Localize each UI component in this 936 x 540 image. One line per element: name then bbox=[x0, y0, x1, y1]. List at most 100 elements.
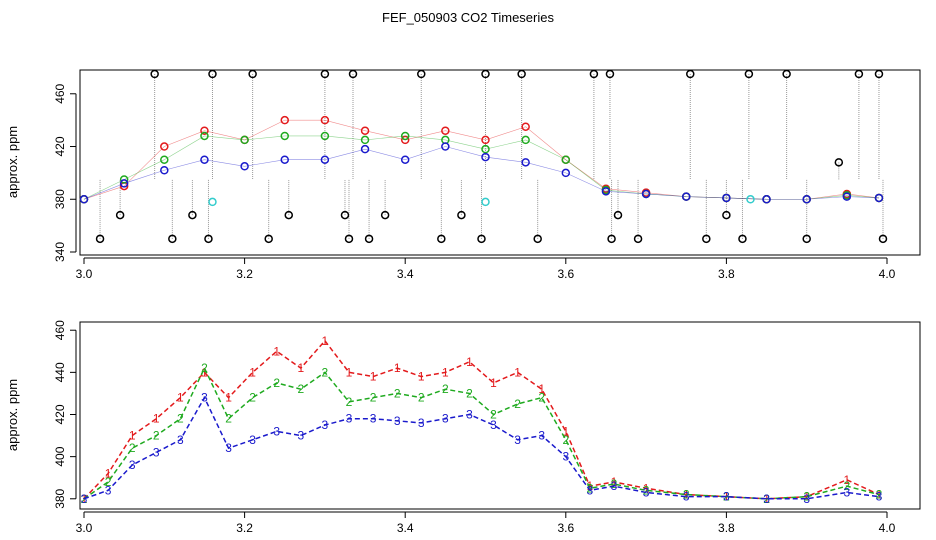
series-2-point-label: 2 bbox=[249, 391, 256, 405]
series-2-point-label: 2 bbox=[643, 483, 650, 497]
series-1-point-label: 1 bbox=[611, 475, 618, 489]
series-raw-point bbox=[437, 234, 446, 244]
series-1-point-label: 1 bbox=[844, 473, 851, 487]
series-1-point-label: 1 bbox=[514, 365, 521, 379]
series-2-point bbox=[481, 144, 490, 154]
series-3-point-label: 3 bbox=[643, 485, 650, 499]
series-1-line bbox=[83, 339, 880, 500]
series-2-point-label: 2 bbox=[129, 441, 136, 455]
series-2-point-label: 2 bbox=[538, 391, 545, 405]
series-raw-point bbox=[417, 69, 426, 79]
series-3-point-label: 3 bbox=[538, 429, 545, 443]
series-3-point-label: 3 bbox=[346, 412, 353, 426]
panel-1: 3.0 3.2 3.4 3.6 3.8 4.0 340 380 420 460 approx. … bbox=[5, 69, 921, 281]
series-2-point-label: 2 bbox=[763, 492, 770, 506]
series-3-point-label: 3 bbox=[394, 414, 401, 428]
series-raw-point bbox=[633, 234, 643, 244]
series-raw-point bbox=[517, 69, 526, 79]
series-3-point-label: 3 bbox=[249, 433, 256, 447]
series-1-point-label: 1 bbox=[249, 365, 256, 379]
series-3-point-label: 3 bbox=[683, 490, 690, 504]
series-raw-point bbox=[320, 69, 330, 79]
panel-1-y-axis-label: approx. ppm bbox=[5, 126, 20, 198]
series-3-point bbox=[320, 155, 330, 164]
series-2-point bbox=[320, 131, 330, 141]
x-tick-label: 3.6 bbox=[557, 267, 574, 281]
series-2-point-label: 2 bbox=[153, 429, 160, 443]
series-raw-point bbox=[477, 234, 486, 244]
series-3-point bbox=[481, 152, 490, 162]
series-2-trace bbox=[83, 135, 879, 200]
x-tick-label: 3.0 bbox=[76, 267, 93, 281]
series-raw-point bbox=[878, 234, 888, 244]
series-raw-point bbox=[702, 234, 711, 244]
series-1-point-label: 1 bbox=[394, 361, 401, 375]
series-1-point-label: 1 bbox=[538, 382, 545, 396]
series-3-trace bbox=[83, 146, 879, 200]
series-1-point-label: 1 bbox=[643, 481, 650, 495]
series-1-point-label: 1 bbox=[370, 370, 377, 384]
series-raw-point bbox=[589, 69, 599, 79]
series-3-line bbox=[83, 396, 880, 500]
series-2-point-label: 2 bbox=[683, 488, 690, 502]
x-tick-label: 4.0 bbox=[879, 267, 896, 281]
series-2-point-label: 2 bbox=[876, 488, 883, 502]
series-1-point bbox=[360, 126, 370, 135]
series-3-point bbox=[802, 195, 811, 204]
x-tick-label: 4.0 bbox=[879, 521, 896, 535]
series-3-point bbox=[682, 192, 691, 201]
series-1-point-label: 1 bbox=[442, 365, 449, 379]
series-1-point bbox=[521, 122, 530, 131]
panel-1-frame bbox=[79, 69, 921, 256]
series-raw-point bbox=[457, 210, 466, 220]
series-raw-point bbox=[340, 210, 350, 220]
series-1-point-label: 1 bbox=[723, 490, 730, 504]
series-2-point bbox=[200, 131, 209, 141]
series-1-point bbox=[481, 135, 490, 145]
y-tick-label: 380 bbox=[53, 189, 67, 209]
series-3-point bbox=[200, 155, 209, 164]
series-3-point bbox=[119, 179, 129, 188]
panel-2-x-axis: 3.0 3.2 3.4 3.6 3.8 4.0 bbox=[76, 511, 896, 535]
series-raw-point bbox=[802, 234, 811, 244]
series-3-point-label: 3 bbox=[876, 490, 883, 504]
series-3-point-label: 3 bbox=[81, 492, 88, 506]
series-raw-point bbox=[348, 69, 358, 79]
series-3-point bbox=[722, 193, 731, 203]
series-raw-point bbox=[284, 210, 294, 220]
x-tick-label: 3.0 bbox=[76, 521, 93, 535]
series-2-point-label: 2 bbox=[466, 386, 473, 400]
series-2-point-label: 2 bbox=[418, 391, 425, 405]
series-raw-point bbox=[150, 69, 159, 79]
series-3-point-label: 3 bbox=[105, 483, 112, 497]
series-2-point-label: 2 bbox=[611, 477, 618, 491]
series-3-point bbox=[160, 166, 169, 175]
series-3-point bbox=[762, 195, 771, 204]
series-raw-point bbox=[722, 210, 731, 220]
series-2-point-label: 2 bbox=[723, 490, 730, 504]
series-raw-point bbox=[344, 234, 354, 244]
series-3-point-label: 3 bbox=[225, 441, 232, 455]
series-3-point bbox=[400, 155, 410, 164]
series-raw-point bbox=[605, 69, 615, 79]
x-tick-label: 3.6 bbox=[557, 521, 574, 535]
panel-1-x-axis: 3.0 3.2 3.4 3.6 3.8 4.0 bbox=[76, 257, 896, 281]
x-tick-label: 3.8 bbox=[718, 521, 735, 535]
y-tick-label: 420 bbox=[53, 136, 67, 156]
series-2-point bbox=[240, 135, 249, 145]
series-raw-point bbox=[738, 234, 747, 244]
series-raw-point bbox=[204, 234, 213, 244]
series-3-point bbox=[79, 195, 89, 204]
figure-title: FEF_050903 CO2 Timeseries bbox=[382, 10, 554, 25]
series-1-point-label: 1 bbox=[587, 479, 594, 493]
series-raw-point bbox=[380, 210, 390, 220]
series-2-point-label: 2 bbox=[803, 490, 810, 504]
series-raw-point bbox=[533, 234, 542, 244]
series-raw-point bbox=[613, 210, 623, 220]
series-3-point bbox=[561, 168, 571, 178]
series-3-point-label: 3 bbox=[562, 450, 569, 464]
series-1-point bbox=[160, 142, 169, 151]
